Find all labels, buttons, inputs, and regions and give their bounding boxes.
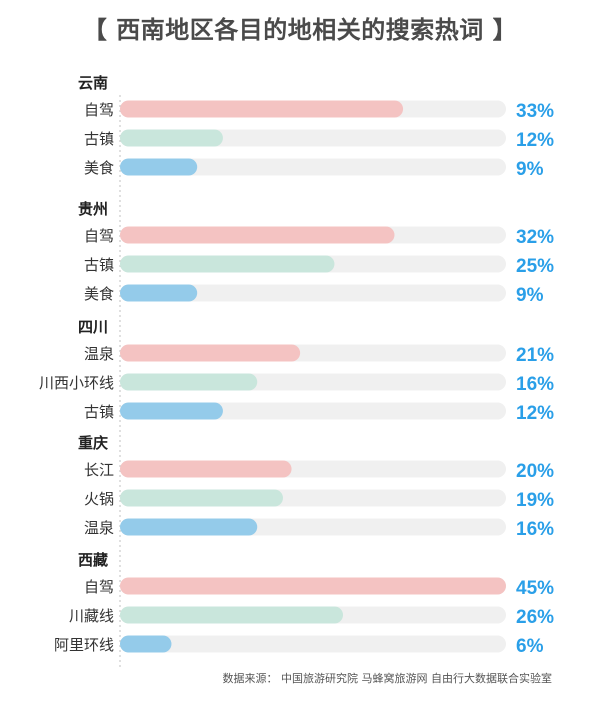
bar xyxy=(120,129,223,147)
bar-label: 温泉 xyxy=(84,345,114,363)
bar-track xyxy=(120,158,506,176)
bar xyxy=(120,158,198,176)
data-label: 9% xyxy=(516,285,544,306)
bar-label: 美食 xyxy=(84,159,114,177)
data-label: 19% xyxy=(516,490,554,511)
bar-label: 自驾 xyxy=(84,578,114,596)
data-label: 20% xyxy=(516,461,554,482)
bar-label: 温泉 xyxy=(84,519,114,537)
bar-label: 火锅 xyxy=(84,490,114,508)
bar-track xyxy=(120,284,506,302)
group-header: 四川 xyxy=(78,318,108,336)
bar xyxy=(120,226,395,244)
data-label: 12% xyxy=(516,403,554,424)
bar-label: 美食 xyxy=(84,285,114,303)
data-source-note: 数据来源： 中国旅游研究院 马蜂窝旅游网 自由行大数据联合实验室 xyxy=(222,672,553,685)
bar xyxy=(120,518,258,536)
bar-label: 自驾 xyxy=(84,101,114,119)
bar xyxy=(120,100,404,118)
bar xyxy=(120,402,223,420)
bar xyxy=(120,460,292,478)
data-label: 16% xyxy=(516,519,554,540)
chart-title: 【 西南地区各目的地相关的搜索热词 】 xyxy=(82,16,518,44)
bar xyxy=(120,489,283,507)
data-label: 26% xyxy=(516,607,554,628)
data-label: 12% xyxy=(516,130,554,151)
data-label: 16% xyxy=(516,374,554,395)
bar-label: 自驾 xyxy=(84,227,114,245)
data-label: 25% xyxy=(516,256,554,277)
group-header: 重庆 xyxy=(78,434,108,452)
data-label: 33% xyxy=(516,101,554,122)
bar xyxy=(120,255,335,273)
bar-label: 古镇 xyxy=(84,130,114,148)
bar-label: 长江 xyxy=(84,461,114,479)
bar xyxy=(120,606,344,624)
bar xyxy=(120,373,258,391)
bar-label: 古镇 xyxy=(84,403,114,421)
bar-label: 川西小环线 xyxy=(39,374,114,392)
bar-label: 川藏线 xyxy=(69,607,114,625)
data-label: 9% xyxy=(516,159,544,180)
bar xyxy=(120,344,301,362)
data-label: 32% xyxy=(516,227,554,248)
group-header: 西藏 xyxy=(78,551,108,569)
group-header: 云南 xyxy=(78,74,108,92)
bar-track xyxy=(120,635,506,653)
data-label: 6% xyxy=(516,636,544,657)
bar xyxy=(120,635,172,653)
bar-label: 阿里环线 xyxy=(54,636,114,654)
group-header: 贵州 xyxy=(78,200,108,218)
bar xyxy=(120,284,198,302)
data-label: 45% xyxy=(516,578,554,599)
bar-label: 古镇 xyxy=(84,256,114,274)
data-label: 21% xyxy=(516,345,554,366)
bar xyxy=(120,577,506,595)
